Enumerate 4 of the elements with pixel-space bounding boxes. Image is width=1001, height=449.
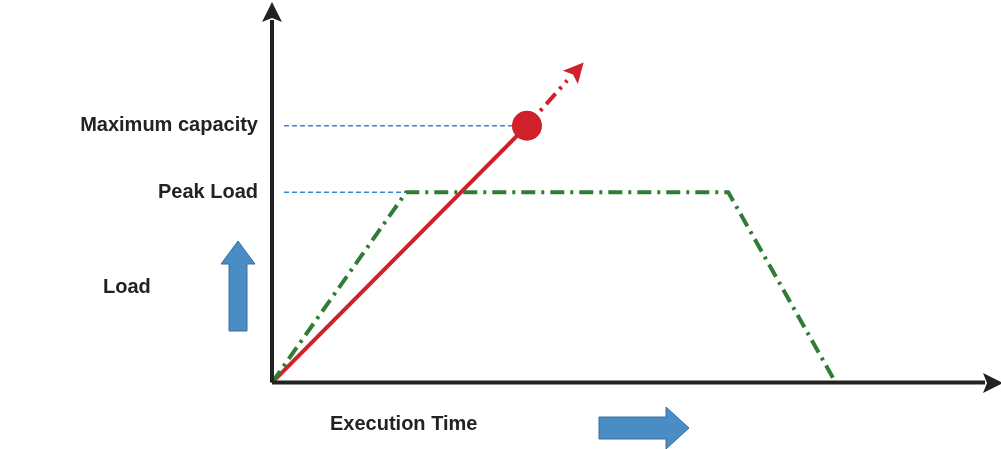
x-axis-title: Execution Time [330, 411, 478, 434]
text: Load [103, 274, 151, 297]
ref-line-label: Peak Load [157, 179, 258, 202]
ref-line-label: Maximum capacity [80, 113, 259, 136]
